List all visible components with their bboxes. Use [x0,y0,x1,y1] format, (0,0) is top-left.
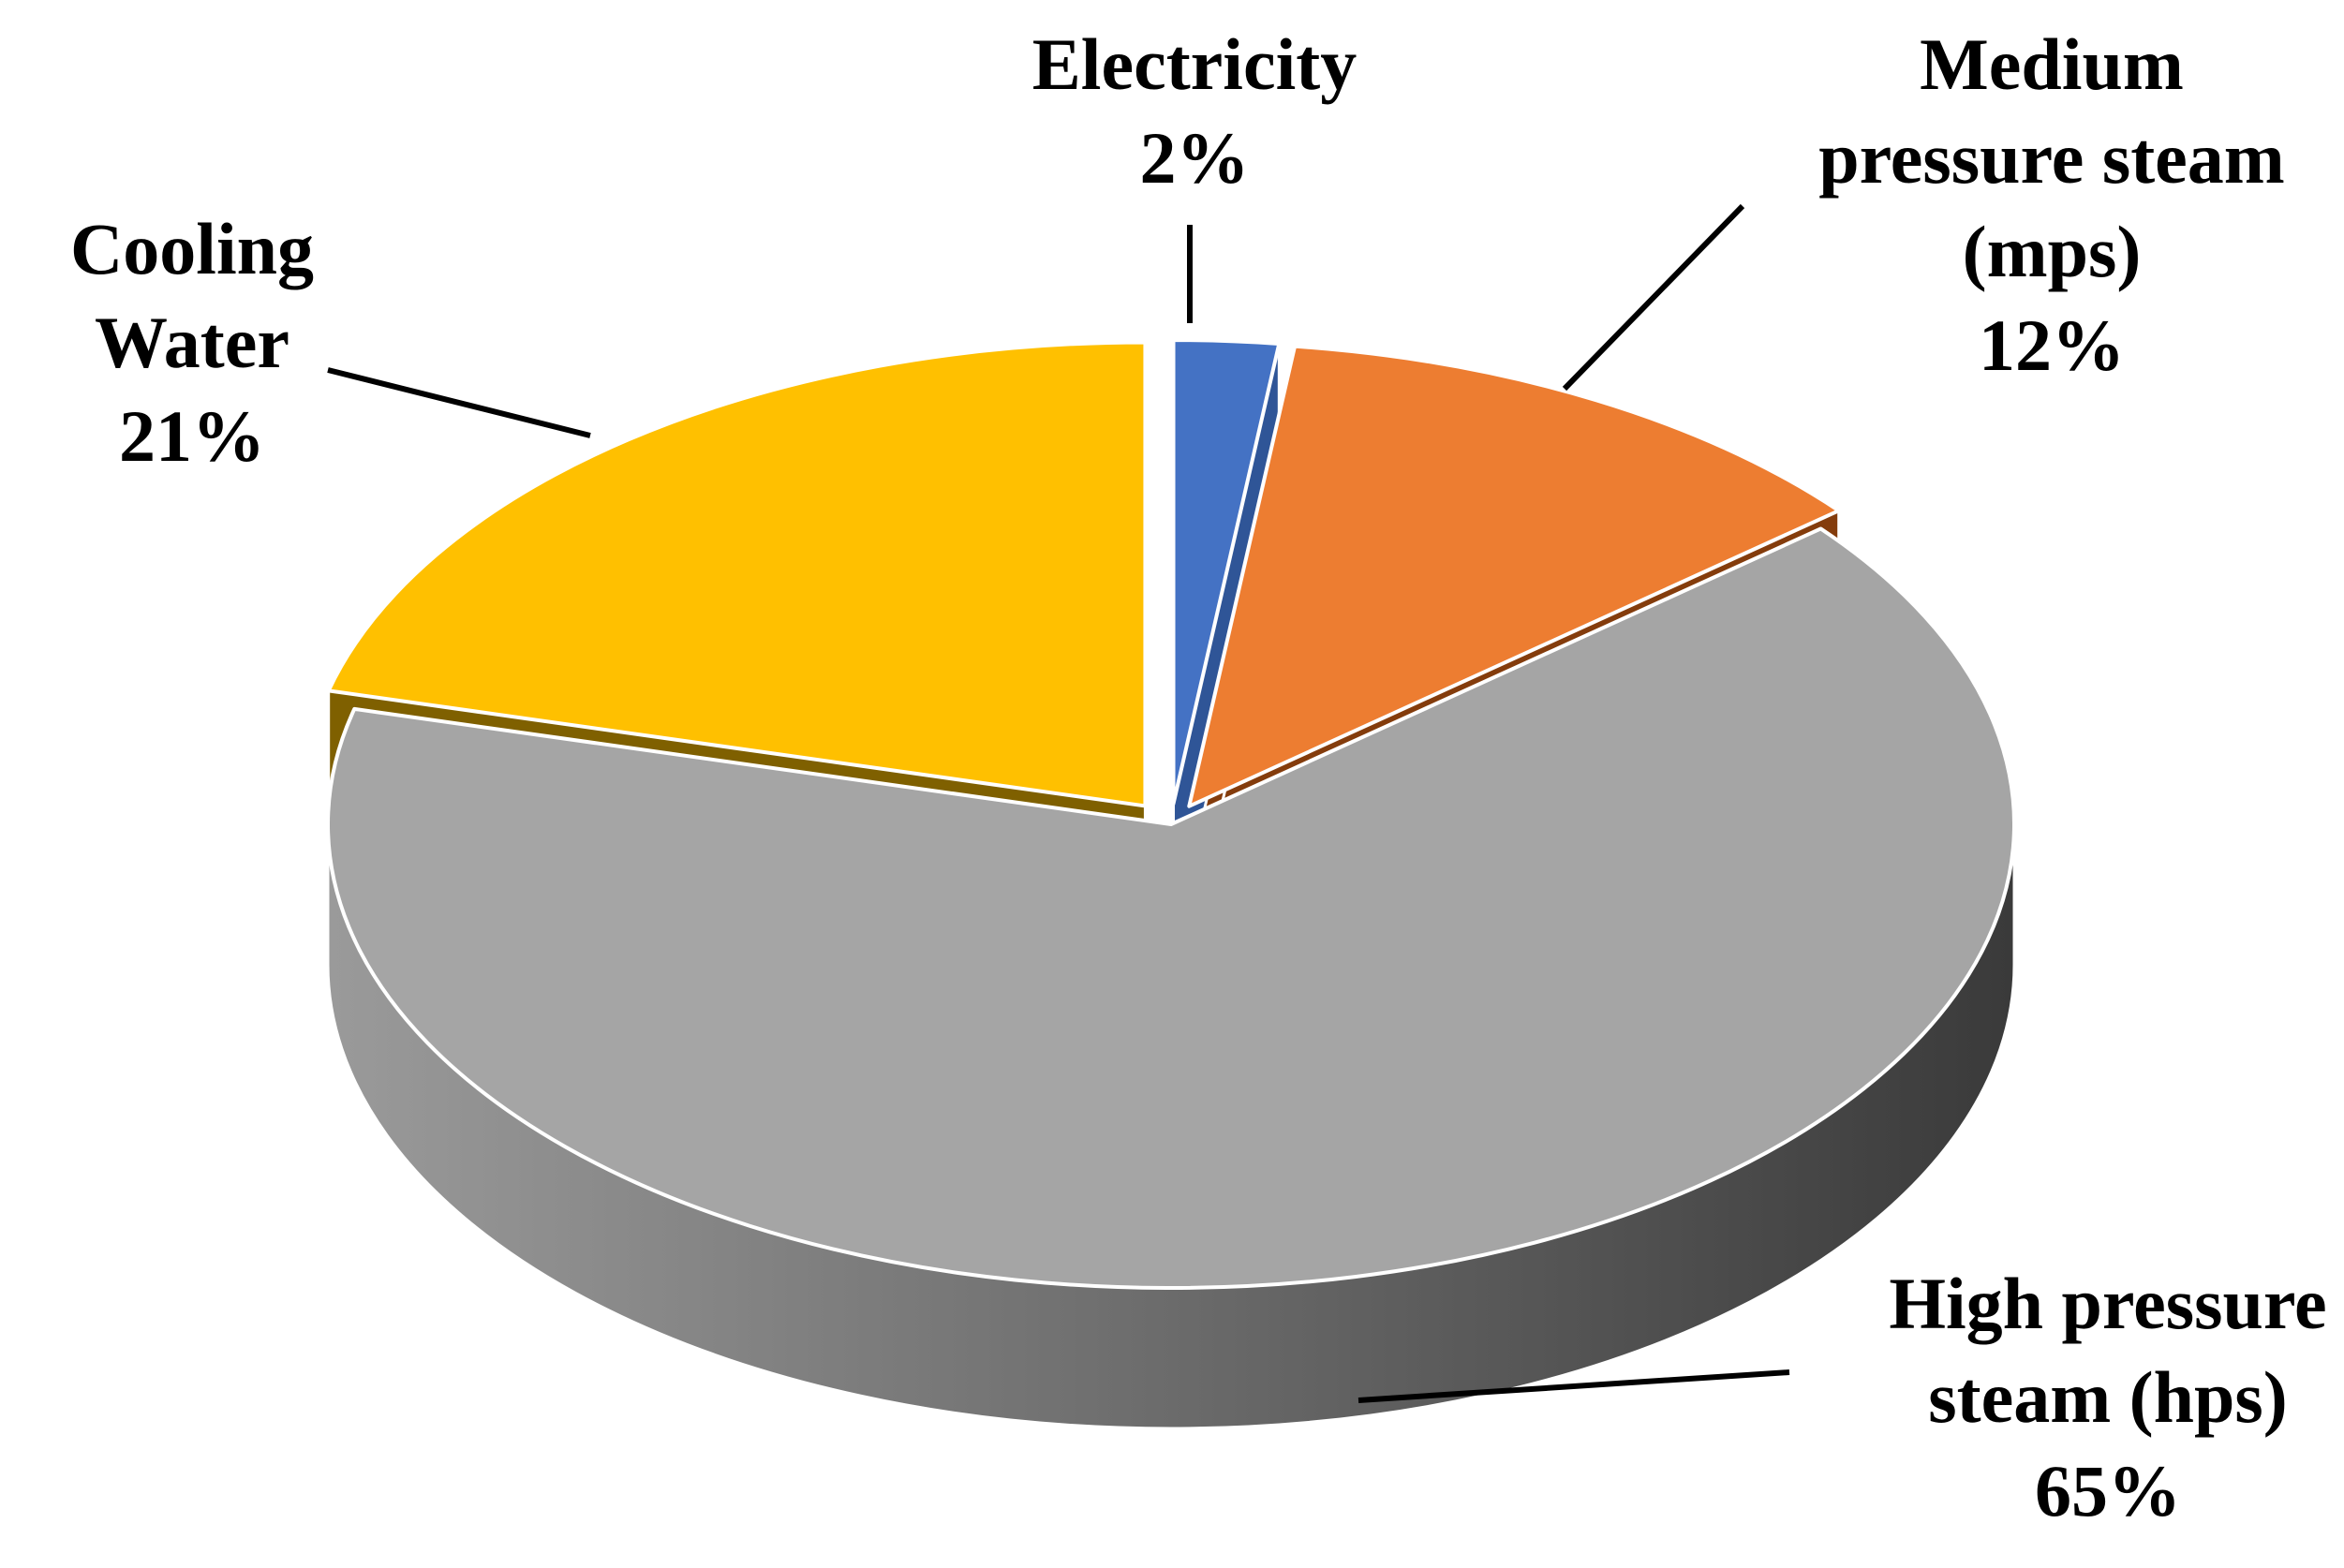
slice-label-medium-pressure-steam-mps: Medium pressure steam (mps) 12% [1818,23,2285,386]
slice-label-cooling-water: Cooling Water 21% [70,208,314,477]
slice-label-line: Water [95,302,289,383]
slice-label-line: Medium [1920,23,2184,105]
leader-line-medium-pressure-steam-mps [1562,203,1745,392]
slice-label-line: High pressure [1889,1263,2326,1344]
slice-label-line: 65% [2035,1450,2181,1531]
leader-line-high-pressure-steam-hps [1357,1369,1790,1403]
slice-label-line: 2% [1140,117,1250,199]
slice-label-line: 21% [119,395,265,477]
slice-high-pressure-steam-hps [326,526,2016,1291]
slice-label-line: 12% [1979,304,2125,386]
slice-label-electricity: Electricity 2% [1032,23,1357,199]
slice-label-high-pressure-steam-hps: High pressure steam (hps) 65% [1889,1263,2326,1531]
slice-label-line: Electricity [1032,23,1357,105]
slice-cooling-water [326,340,1148,808]
slice-labels: Electricity 2% Medium pressure steam (mps) 12… [70,23,2327,1531]
slice-label-line: Cooling [70,208,314,289]
leader-lines [327,203,1790,1403]
leader-line-cooling-water [327,367,591,438]
slice-label-line: (mps) [1963,211,2142,292]
slice-label-line: pressure steam [1818,117,2285,199]
slice-medium-pressure-steam-mps [1187,344,1841,808]
slice-label-line: steam (hps) [1928,1356,2288,1438]
slice-electricity [1171,338,1282,806]
slice-tops [326,338,2016,1291]
